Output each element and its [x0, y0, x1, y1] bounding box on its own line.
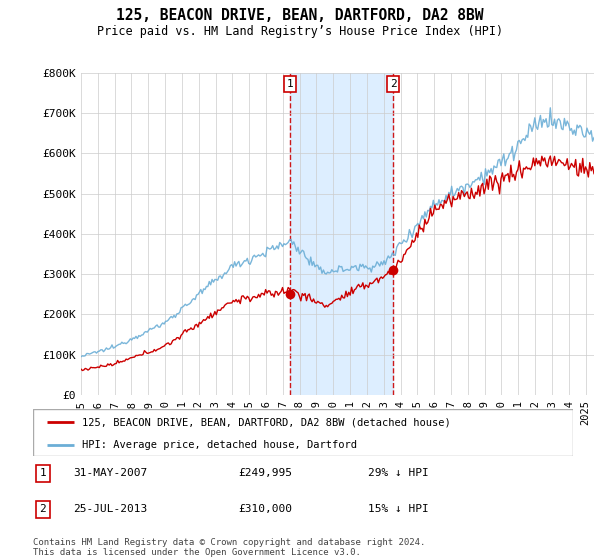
Text: £249,995: £249,995	[238, 468, 292, 478]
Text: 1: 1	[40, 468, 46, 478]
Text: 31-MAY-2007: 31-MAY-2007	[74, 468, 148, 478]
Text: Contains HM Land Registry data © Crown copyright and database right 2024.
This d: Contains HM Land Registry data © Crown c…	[33, 538, 425, 557]
Text: 2: 2	[390, 79, 397, 89]
Text: 2: 2	[40, 505, 46, 515]
Text: £310,000: £310,000	[238, 505, 292, 515]
Text: HPI: Average price, detached house, Dartford: HPI: Average price, detached house, Dart…	[82, 440, 356, 450]
Text: 1: 1	[287, 79, 293, 89]
Text: 125, BEACON DRIVE, BEAN, DARTFORD, DA2 8BW (detached house): 125, BEACON DRIVE, BEAN, DARTFORD, DA2 8…	[82, 417, 451, 427]
Text: 25-JUL-2013: 25-JUL-2013	[74, 505, 148, 515]
Bar	[290, 73, 393, 395]
Text: 125, BEACON DRIVE, BEAN, DARTFORD, DA2 8BW: 125, BEACON DRIVE, BEAN, DARTFORD, DA2 8…	[116, 8, 484, 24]
Text: 29% ↓ HPI: 29% ↓ HPI	[368, 468, 428, 478]
Text: Price paid vs. HM Land Registry’s House Price Index (HPI): Price paid vs. HM Land Registry’s House …	[97, 25, 503, 38]
Text: 15% ↓ HPI: 15% ↓ HPI	[368, 505, 428, 515]
